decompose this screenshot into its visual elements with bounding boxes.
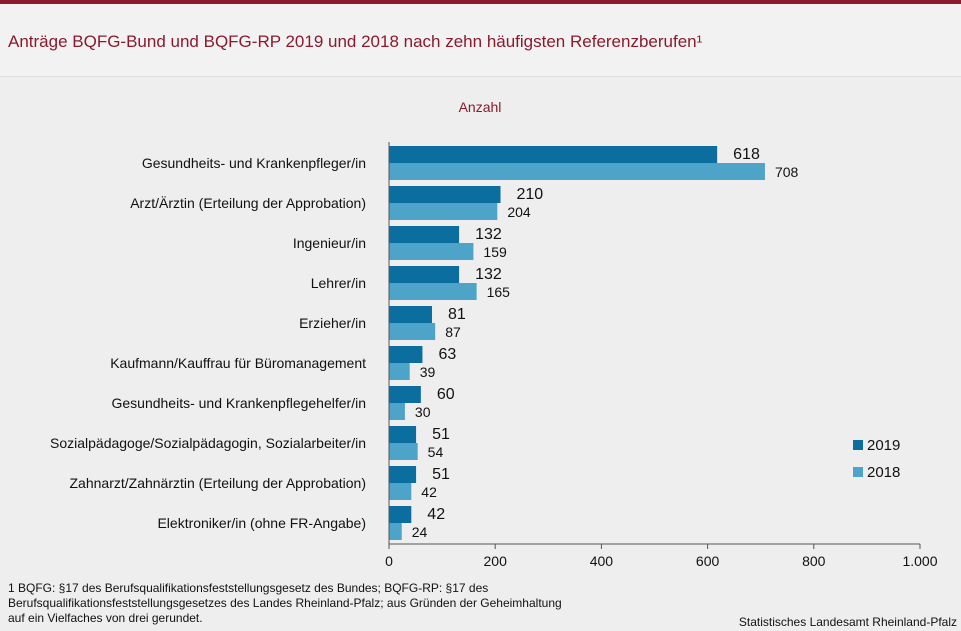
source-label: Statistisches Landesamt Rheinland-Pfalz xyxy=(738,615,957,629)
data-label-2019: 42 xyxy=(427,506,445,523)
data-label-2019: 63 xyxy=(438,346,456,363)
x-tick-label: 0 xyxy=(385,553,393,569)
data-label-2018: 39 xyxy=(420,364,436,380)
bar-2018 xyxy=(389,203,498,220)
category-label: Sozialpädagoge/Sozialpädagogin, Sozialar… xyxy=(50,435,366,451)
bar-2019 xyxy=(389,146,718,163)
bar-2019 xyxy=(389,466,417,483)
data-label-2018: 42 xyxy=(421,484,437,500)
bar-2019 xyxy=(389,306,433,323)
x-tick-label: 600 xyxy=(696,553,720,569)
data-label-2018: 159 xyxy=(483,244,507,260)
x-tick-label: 800 xyxy=(802,553,826,569)
bar-2019 xyxy=(389,186,501,203)
x-tick-label: 1.000 xyxy=(902,553,937,569)
x-tick-label: 200 xyxy=(484,553,508,569)
data-label-2019: 132 xyxy=(475,266,502,283)
bar-2018 xyxy=(389,523,402,540)
bar-2019 xyxy=(389,386,421,403)
data-label-2019: 51 xyxy=(432,466,450,483)
footnote-line-2: Berufsqualifikationsfeststellungsgesetze… xyxy=(8,596,562,610)
data-label-2018: 30 xyxy=(415,404,431,420)
chart-panel xyxy=(0,90,961,631)
category-label: Arzt/Ärztin (Erteilung der Approbation) xyxy=(130,195,366,211)
category-label: Elektroniker/in (ohne FR-Angabe) xyxy=(157,515,366,531)
bar-chart: Anzahl Gesundheits- und Krankenpfleger/in… xyxy=(50,99,938,569)
data-label-2019: 51 xyxy=(432,426,450,443)
bar-2019 xyxy=(389,506,412,523)
bar-2018 xyxy=(389,443,418,460)
bar-2019 xyxy=(389,346,423,363)
data-label-2019: 618 xyxy=(733,146,760,163)
legend-label-2018: 2018 xyxy=(867,464,900,481)
category-label: Gesundheits- und Krankenpflegehelfer/in xyxy=(111,395,366,411)
unit-label: Anzahl xyxy=(459,99,502,115)
data-label-2019: 81 xyxy=(448,306,466,323)
category-label: Zahnarzt/Zahnärztin (Erteilung der Appro… xyxy=(70,475,367,491)
bar-2018 xyxy=(389,483,412,500)
page-title: Anträge BQFG-Bund und BQFG-RP 2019 und 2… xyxy=(8,32,703,51)
legend-label-2019: 2019 xyxy=(867,437,900,454)
title-bar: Anträge BQFG-Bund und BQFG-RP 2019 und 2… xyxy=(0,4,961,77)
bar-2018 xyxy=(389,363,410,380)
category-label: Lehrer/in xyxy=(311,275,366,291)
bar-2018 xyxy=(389,243,474,260)
bar-2018 xyxy=(389,323,436,340)
data-label-2018: 24 xyxy=(412,524,428,540)
category-label: Ingenieur/in xyxy=(293,235,366,251)
category-label: Erzieher/in xyxy=(299,315,366,331)
legend-swatch-2018 xyxy=(853,467,863,477)
category-label: Gesundheits- und Krankenpfleger/in xyxy=(142,155,366,171)
bar-2019 xyxy=(389,266,460,283)
data-label-2018: 165 xyxy=(487,284,511,300)
bar-2018 xyxy=(389,163,765,180)
data-label-2018: 87 xyxy=(445,324,461,340)
data-label-2018: 204 xyxy=(507,204,531,220)
data-label-2018: 54 xyxy=(428,444,444,460)
top-accent-bar xyxy=(0,0,961,4)
bar-2019 xyxy=(389,426,417,443)
bar-2019 xyxy=(389,226,460,243)
legend-swatch-2019 xyxy=(853,440,863,450)
bar-2018 xyxy=(389,283,477,300)
footnote: 1 BQFG: §17 des Berufsqualifikationsfest… xyxy=(8,581,658,626)
footnote-line-3: auf ein Vielfaches von drei gerundet. xyxy=(8,611,203,625)
data-label-2018: 708 xyxy=(775,164,799,180)
footnote-line-1: 1 BQFG: §17 des Berufsqualifikationsfest… xyxy=(8,581,489,595)
x-tick-label: 400 xyxy=(590,553,614,569)
bar-2018 xyxy=(389,403,405,420)
data-label-2019: 210 xyxy=(517,186,544,203)
category-label: Kaufmann/Kauffrau für Büromanagement xyxy=(110,355,366,371)
data-label-2019: 60 xyxy=(437,386,455,403)
data-label-2019: 132 xyxy=(475,226,502,243)
